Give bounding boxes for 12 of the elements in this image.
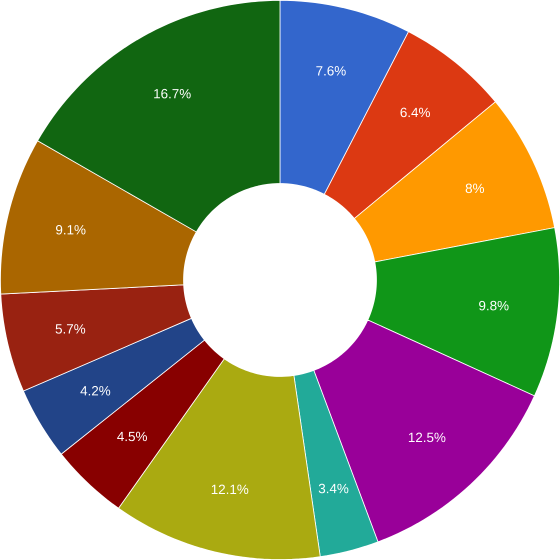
data-label: 6.4% [400,108,430,118]
data-label: 12.1% [212,484,248,494]
data-label: 3.4% [318,484,348,494]
data-label: 7.6% [316,66,346,76]
data-label: 16.7% [154,88,191,98]
data-label: 4.5% [117,432,147,442]
data-label: 9.8% [479,300,509,310]
data-label: 4.2% [80,386,110,396]
data-label: 12.5% [408,432,446,442]
data-label: 5.7% [56,324,86,334]
data-label: 9.1% [56,225,86,234]
data-label: 8% [466,184,484,194]
